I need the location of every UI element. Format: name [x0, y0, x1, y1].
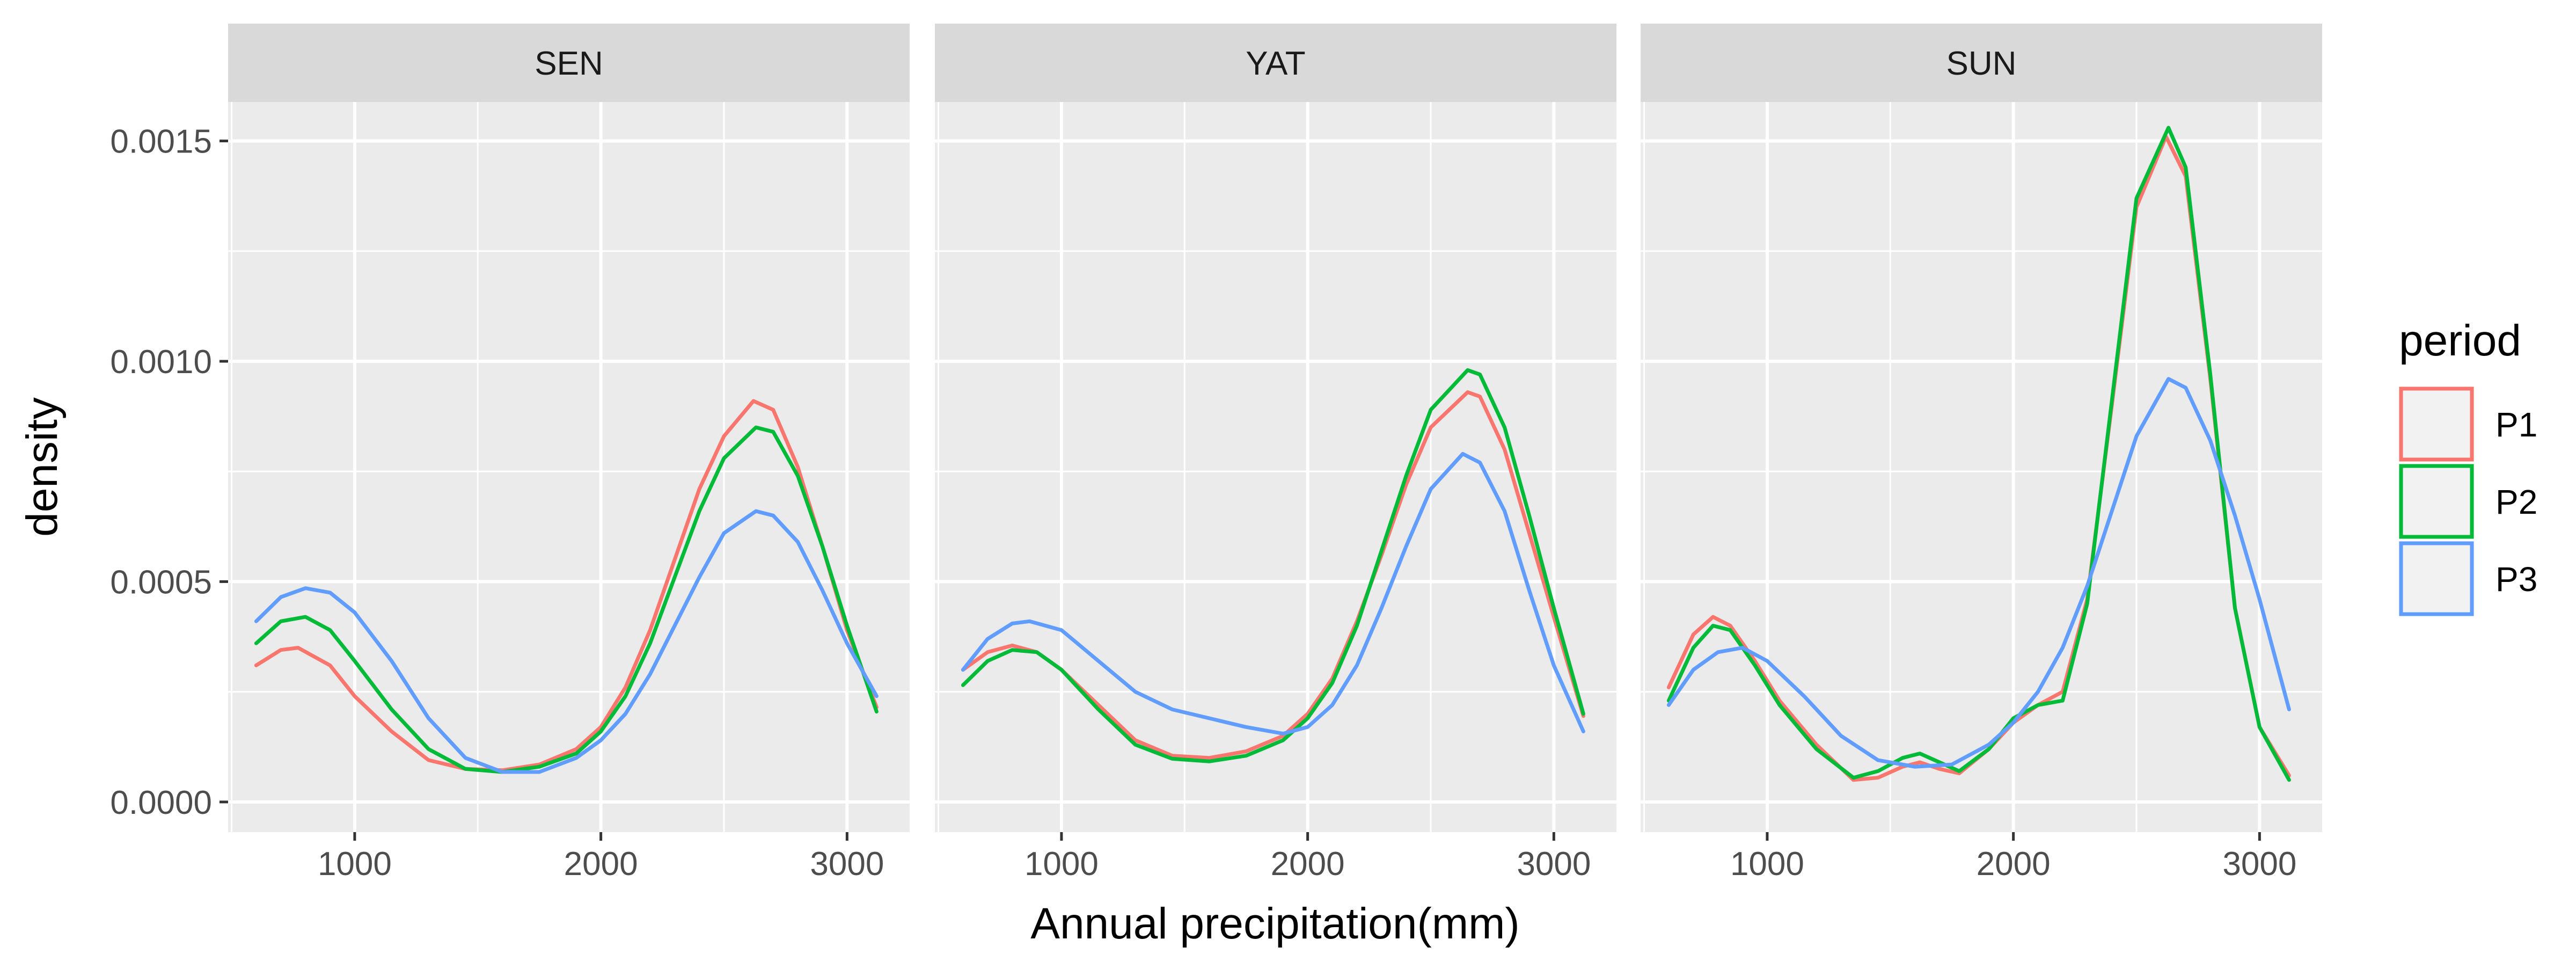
density-line-p1	[254, 399, 879, 773]
x-axis-title: Annual precipitation(mm)	[1030, 899, 1520, 948]
x-tick-label: 2000	[1271, 846, 1345, 883]
x-tick-label: 2000	[1977, 846, 2051, 883]
legend-key-p1	[2399, 387, 2474, 462]
facet-panel-sen: SEN 1000 2000 3000	[228, 24, 910, 883]
facet-strip	[1641, 24, 2322, 102]
density-line-p3	[1666, 377, 2291, 769]
x-tick-label: 3000	[1517, 846, 1591, 883]
y-tick-label: 0.0000	[110, 784, 212, 821]
density-line-p2	[1666, 126, 2291, 782]
y-tick-label: 0.0010	[110, 344, 212, 381]
facet-strip-label: SEN	[535, 45, 603, 82]
y-axis-title: density	[18, 397, 67, 537]
legend-swatch-p2	[2399, 464, 2474, 539]
legend-swatch-p1	[2399, 387, 2474, 462]
legend-key-p2	[2399, 464, 2474, 539]
legend-label-p3: P3	[2496, 560, 2537, 599]
legend-title: period	[2399, 316, 2521, 365]
density-line-p3	[961, 451, 1585, 736]
facet-panel-yat: YAT 1000 2000 3000	[935, 24, 1616, 883]
facet-strip	[228, 24, 910, 102]
density-line-p3	[254, 509, 879, 774]
y-tick-label: 0.0015	[110, 123, 212, 161]
legend-swatch-p3	[2399, 541, 2474, 616]
density-line-p2	[961, 368, 1585, 763]
facet-strip-label: SUN	[1946, 45, 2017, 82]
x-tick-label: 3000	[2222, 846, 2296, 883]
density-line-p2	[254, 425, 879, 774]
facet-strip	[935, 24, 1616, 102]
x-tick-label: 2000	[564, 846, 638, 883]
x-tick-label: 1000	[1730, 846, 1804, 883]
legend-key-p3	[2399, 541, 2474, 616]
y-tick-label: 0.0005	[110, 564, 212, 601]
facet-strip-label: YAT	[1246, 45, 1305, 82]
x-tick-label: 1000	[1024, 846, 1099, 883]
x-tick-label: 1000	[318, 846, 392, 883]
legend: period P1 P2 P3	[2399, 316, 2537, 616]
legend-label-p1: P1	[2496, 405, 2537, 444]
panel-background	[1641, 102, 2322, 832]
facet-panel-sun: SUN 1000 2000 3000	[1641, 24, 2322, 883]
panel-background	[228, 102, 910, 832]
x-tick-label: 3000	[810, 846, 884, 883]
legend-label-p2: P2	[2496, 483, 2537, 521]
panel-background	[935, 102, 1616, 832]
